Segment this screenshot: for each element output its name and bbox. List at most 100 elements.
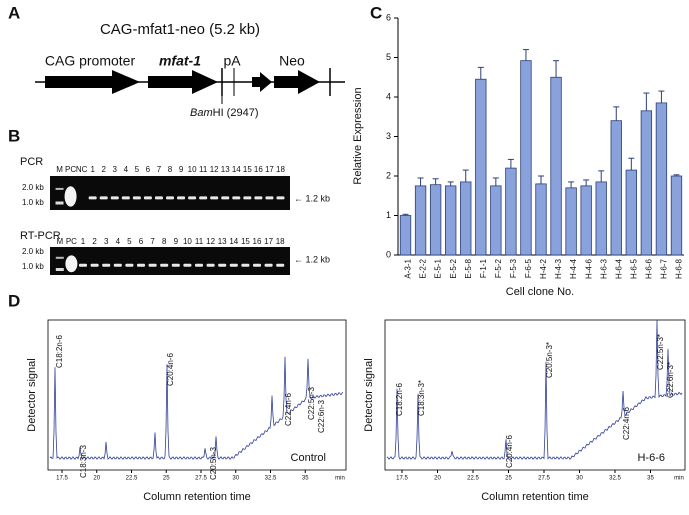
sample-label: Control bbox=[291, 452, 326, 464]
x-tick-label: 17.5 bbox=[56, 476, 68, 482]
peak-label: C18:2n-6 bbox=[395, 383, 404, 416]
band bbox=[276, 263, 285, 267]
error-bar bbox=[568, 181, 575, 188]
band bbox=[183, 263, 192, 267]
lane-label: 5 bbox=[127, 237, 132, 246]
lane-label: 14 bbox=[232, 165, 241, 174]
peak-label: C20:4n-6 bbox=[505, 435, 514, 468]
error-bar bbox=[583, 179, 590, 186]
ladder-label: 1.0 kb bbox=[22, 198, 44, 207]
band bbox=[171, 263, 180, 267]
y-tick-label: 4 bbox=[386, 91, 391, 101]
band bbox=[210, 196, 219, 200]
error-bar bbox=[643, 92, 650, 111]
peak-label: C18:3n-3 bbox=[79, 445, 88, 478]
lane-label: 5 bbox=[135, 165, 140, 174]
band bbox=[265, 196, 274, 200]
y-axis-label: Relative Expression bbox=[352, 87, 364, 184]
peak-label: C22:4n-6 bbox=[622, 407, 631, 440]
trace bbox=[386, 320, 683, 460]
x-unit: min bbox=[674, 476, 684, 482]
y-tick-label: 1 bbox=[386, 210, 391, 220]
error-bar bbox=[522, 49, 529, 61]
site-rest: HI (2947) bbox=[213, 107, 259, 119]
bar bbox=[505, 167, 517, 256]
y-tick-label: 5 bbox=[386, 52, 391, 62]
x-tick-label: 25 bbox=[163, 476, 170, 482]
lane-label: 16 bbox=[253, 237, 262, 246]
band bbox=[65, 255, 78, 273]
element-label: Neo bbox=[279, 53, 305, 69]
band bbox=[102, 263, 111, 267]
band bbox=[79, 263, 87, 267]
bar bbox=[655, 102, 668, 256]
x-tick-label: 22.5 bbox=[126, 476, 138, 482]
band bbox=[199, 196, 208, 200]
x-tick-label: A-3-1 bbox=[404, 258, 413, 278]
x-tick-label: 35 bbox=[302, 476, 309, 482]
bar bbox=[399, 215, 412, 256]
band bbox=[264, 263, 273, 267]
band bbox=[143, 196, 152, 200]
trace bbox=[49, 356, 344, 460]
x-tick-label: F-5-2 bbox=[494, 258, 503, 278]
band bbox=[99, 196, 108, 200]
error-bar bbox=[492, 177, 499, 186]
band bbox=[276, 196, 285, 200]
construct-map bbox=[35, 68, 345, 104]
lane-label: 9 bbox=[174, 237, 179, 246]
y-axis-label: Detector signal bbox=[26, 358, 38, 431]
lane-label: 6 bbox=[146, 165, 151, 174]
x-axis-label: Column retention time bbox=[143, 491, 251, 503]
peak-label: C18:3n-3* bbox=[417, 380, 426, 416]
ladder-band bbox=[55, 268, 64, 271]
lane-label: 2 bbox=[101, 165, 106, 174]
lane-label: 1 bbox=[81, 237, 86, 246]
band bbox=[132, 196, 141, 200]
band bbox=[243, 196, 252, 200]
error-bar bbox=[553, 60, 560, 78]
band bbox=[88, 196, 97, 200]
x-tick-label: H-4-6 bbox=[584, 258, 593, 279]
error-bar bbox=[673, 174, 680, 176]
band bbox=[90, 263, 99, 267]
product-label: ← 1.2 kb bbox=[294, 254, 330, 264]
x-tick-label: 32.5 bbox=[265, 476, 277, 482]
x-tick-label: F-5-3 bbox=[509, 258, 518, 278]
peak-label: C22:4n-6 bbox=[284, 393, 293, 426]
x-tick-label: 22.5 bbox=[467, 476, 479, 482]
bar bbox=[670, 175, 683, 256]
band bbox=[188, 196, 197, 200]
panel-label: D bbox=[8, 291, 20, 310]
band bbox=[121, 196, 130, 200]
error-bar bbox=[613, 106, 620, 121]
ladder-band bbox=[55, 201, 64, 205]
error-bar bbox=[432, 178, 439, 185]
peak-label: C20:5n-3 bbox=[209, 447, 218, 480]
band bbox=[218, 263, 227, 267]
lane-label: M bbox=[56, 165, 63, 174]
lane-label: 1 bbox=[90, 165, 95, 174]
x-tick-label: H-6-5 bbox=[629, 258, 638, 279]
sample-label: H-6-6 bbox=[637, 452, 665, 464]
y-tick-label: 2 bbox=[386, 170, 391, 180]
bar bbox=[414, 185, 427, 256]
error-bar bbox=[477, 66, 484, 80]
y-tick-label: 6 bbox=[386, 12, 391, 22]
band bbox=[110, 196, 119, 200]
x-tick-label: H-4-3 bbox=[554, 258, 563, 279]
x-tick-label: H-6-6 bbox=[644, 258, 653, 279]
band bbox=[195, 263, 203, 267]
lane-label: 7 bbox=[157, 165, 162, 174]
construct-title: CAG-mfat1-neo (5.2 kb) bbox=[100, 21, 260, 38]
band bbox=[221, 196, 230, 200]
error-bar bbox=[658, 90, 665, 103]
bar bbox=[520, 60, 532, 256]
bar bbox=[429, 184, 442, 256]
error-bar bbox=[417, 177, 424, 186]
lane-label: 4 bbox=[116, 237, 121, 246]
x-tick-label: 25 bbox=[505, 476, 512, 482]
lane-label: 17 bbox=[265, 165, 274, 174]
x-tick-label: 20 bbox=[93, 476, 100, 482]
